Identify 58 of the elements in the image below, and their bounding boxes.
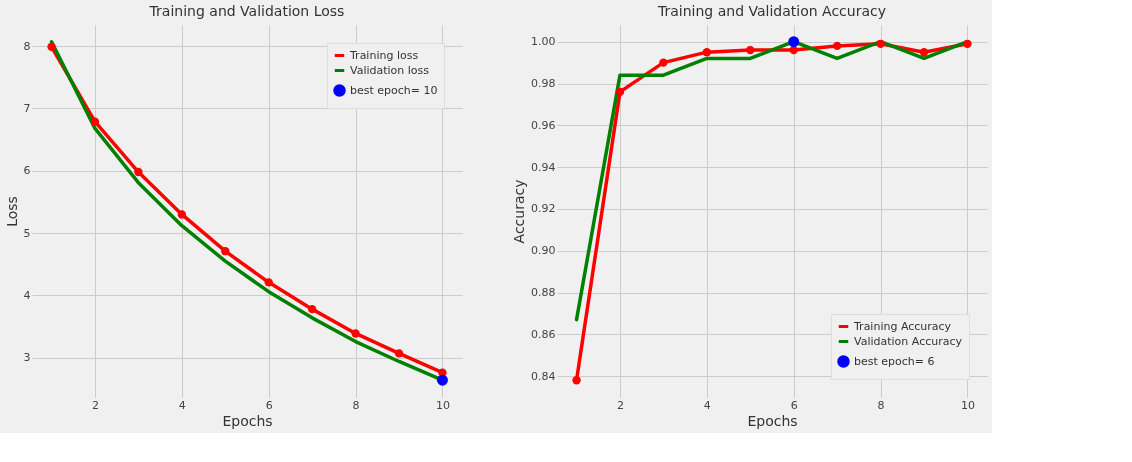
x-tick-label: 2 [91,398,99,412]
y-tick-label: 8 [23,39,31,53]
y-tick-label: 0.90 [531,244,556,258]
y-tick-label: 3 [23,351,31,365]
x-tick-label: 6 [790,398,798,412]
point [832,41,842,51]
legend-label: Training loss [349,48,419,62]
point [264,278,273,287]
point [47,42,56,51]
y-tick-label: 0.86 [531,327,556,341]
x-tick-label: 10 [960,398,975,412]
x-tick-label: 4 [178,398,186,412]
point [876,39,885,48]
y-axis-title: Accuracy [511,179,528,244]
y-tick-label: 0.96 [531,118,556,132]
point [746,45,755,55]
x-tick-label: 8 [877,398,885,412]
chart-title: Training and Validation Loss [148,3,345,19]
legend-label: Training Accuracy [853,319,952,333]
y-tick-label: 6 [23,164,31,178]
x-axis-title: Epochs [747,412,798,429]
legend-label: best epoch= 6 [854,354,935,368]
y-tick-label: 4 [23,288,31,302]
point [963,39,972,48]
x-tick-label: 10 [435,398,450,412]
point [90,117,100,126]
point [134,167,143,177]
y-tick-label: 0.98 [531,77,556,91]
point [789,45,798,55]
chart-title: Training and Validation Accuracy [657,3,886,19]
point [615,87,625,97]
legend-label: Validation Accuracy [854,334,963,348]
x-tick-label: 4 [703,398,711,412]
point [788,36,800,48]
y-tick-label: 7 [23,102,31,115]
y-tick-label: 0.94 [531,160,556,174]
x-tick-label: 6 [265,398,273,412]
point [436,374,448,386]
x-tick-label: 2 [616,398,624,412]
x-tick-label: 8 [352,398,360,412]
point [351,329,360,338]
y-tick-label: 5 [23,226,31,240]
point [221,247,230,256]
y-axis-title: Loss [3,196,20,227]
point [394,349,404,358]
y-tick-label: 0.88 [531,286,556,300]
point [702,47,712,57]
point [919,47,929,57]
y-tick-label: 0.84 [531,369,556,383]
legend-label: best epoch= 10 [350,83,438,97]
y-tick-label: 1.00 [531,35,556,49]
point [307,304,317,314]
y-tick-label: 0.92 [531,202,556,216]
point [659,58,668,67]
legend-label: Validation loss [350,63,430,77]
x-axis-title: Epochs [222,412,273,429]
point [177,210,187,219]
point [572,376,581,385]
